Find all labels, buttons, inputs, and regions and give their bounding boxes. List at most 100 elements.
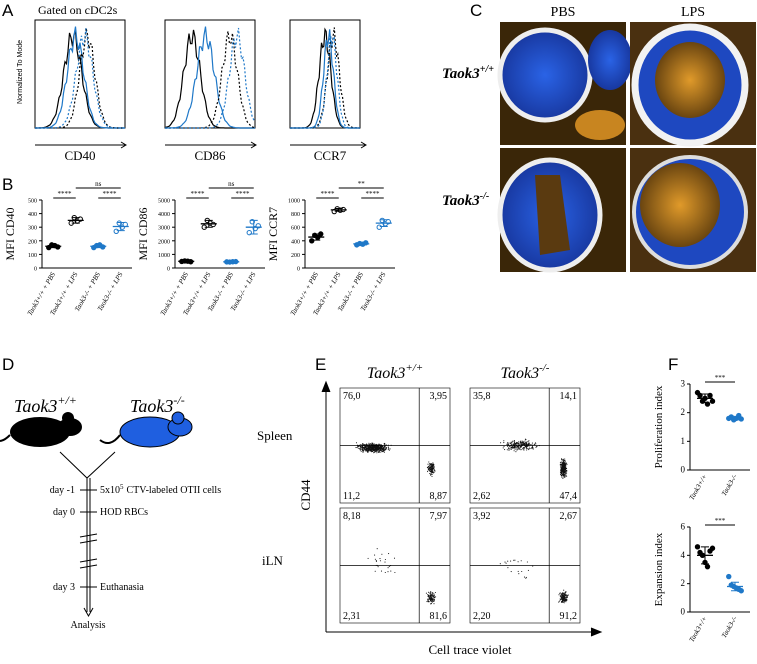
- y-tick-label: 0: [34, 267, 37, 273]
- event-dot: [368, 447, 370, 449]
- event-dot: [379, 451, 381, 453]
- event-dot: [566, 475, 568, 477]
- event-dot: [384, 571, 386, 574]
- event-label: 5x105 CTV-labeled OTII cells: [100, 483, 221, 496]
- significance-label: ns: [228, 180, 235, 188]
- event-dot: [430, 599, 432, 601]
- event-dot: [432, 593, 434, 595]
- event-dot: [433, 599, 435, 601]
- event-dot: [388, 565, 390, 567]
- column-header: Taok3-/-: [501, 362, 550, 382]
- error-bar: [334, 208, 343, 212]
- event-dot: [520, 560, 522, 562]
- event-dot: [387, 446, 389, 448]
- event-dot: [376, 452, 378, 454]
- gene: Taok3: [130, 396, 173, 416]
- event-dot: [565, 473, 567, 475]
- event-dot: [370, 445, 372, 447]
- event-dot: [565, 474, 567, 476]
- y-tick-label: 2000: [158, 239, 170, 245]
- x-tick-label: Taok3-/-: [720, 614, 739, 639]
- event-dot: [527, 448, 529, 450]
- event-dot: [371, 448, 373, 450]
- data-point: [210, 221, 216, 228]
- event-dot: [374, 448, 376, 450]
- event-dot: [375, 450, 378, 452]
- event-dot: [562, 472, 564, 474]
- event-dot: [428, 598, 430, 600]
- data-point: [376, 224, 382, 230]
- event-dot: [503, 440, 505, 442]
- panel-label: F: [668, 355, 678, 374]
- histogram-curve: [165, 27, 256, 129]
- event-dot: [562, 594, 564, 596]
- column-header: Taok3+/+: [367, 362, 423, 382]
- event-dot: [524, 438, 526, 440]
- event-dot: [431, 470, 433, 472]
- end-label: Analysis: [71, 620, 106, 631]
- event-dot: [507, 567, 509, 569]
- event-dot: [374, 451, 376, 453]
- event-dot: [535, 446, 537, 448]
- event-dot: [566, 595, 569, 597]
- event-dot: [429, 592, 431, 594]
- event-dot: [528, 442, 530, 444]
- event-dot: [427, 471, 429, 473]
- event-dot: [525, 443, 527, 445]
- micrographs: [497, 22, 756, 273]
- event-dot: [560, 469, 562, 471]
- event-dot: [513, 559, 515, 561]
- event-dot: [526, 449, 528, 451]
- error-bar: [94, 244, 103, 249]
- event-dot: [564, 600, 566, 602]
- event-dot: [565, 591, 567, 593]
- genotype: -/-: [173, 393, 184, 407]
- event-dot: [519, 445, 521, 448]
- event-dot: [434, 591, 436, 594]
- event-dot: [531, 442, 533, 444]
- event-dot: [430, 464, 432, 466]
- event-dot: [515, 451, 517, 453]
- event-dot: [508, 449, 510, 451]
- event-dot: [563, 474, 565, 476]
- event-dot: [361, 448, 363, 450]
- event-dot: [376, 446, 379, 448]
- data-point: [113, 228, 119, 234]
- event-dot: [367, 451, 369, 453]
- event-dot: [523, 441, 525, 443]
- event-dot: [562, 466, 564, 468]
- event-dot: [379, 445, 381, 447]
- event-dot: [513, 445, 516, 447]
- event-dot: [385, 448, 387, 450]
- row-label: Spleen: [257, 428, 293, 443]
- event-dot: [564, 470, 566, 472]
- y-axis-label: MFI CD86: [136, 207, 150, 260]
- timeline: [59, 451, 116, 618]
- event-dot: [531, 444, 533, 446]
- event-dot: [563, 462, 565, 465]
- event-dot: [525, 576, 527, 578]
- event-dot: [383, 443, 385, 445]
- event-dot: [371, 443, 373, 445]
- y-tick-label: 1: [681, 436, 686, 446]
- event-dot: [356, 446, 358, 448]
- event-dot: [428, 466, 430, 468]
- event-dot: [558, 600, 561, 602]
- event-dot: [365, 445, 367, 447]
- histogram-frame: [34, 19, 126, 129]
- y-tick-label: 400: [28, 212, 37, 218]
- event-dot: [388, 449, 390, 451]
- event-dot: [522, 440, 524, 442]
- event-dot: [510, 560, 512, 562]
- event-dot: [373, 452, 375, 454]
- event-dot: [513, 450, 515, 452]
- data-point: [738, 588, 744, 594]
- event-dot: [560, 468, 562, 470]
- event-dot: [370, 447, 372, 449]
- event-dot: [431, 471, 433, 473]
- event-dot: [369, 446, 371, 448]
- event-dot: [382, 446, 384, 448]
- event-dot: [566, 472, 568, 474]
- event-dot: [564, 467, 567, 470]
- y-axis-label: Proliferation index: [653, 385, 665, 468]
